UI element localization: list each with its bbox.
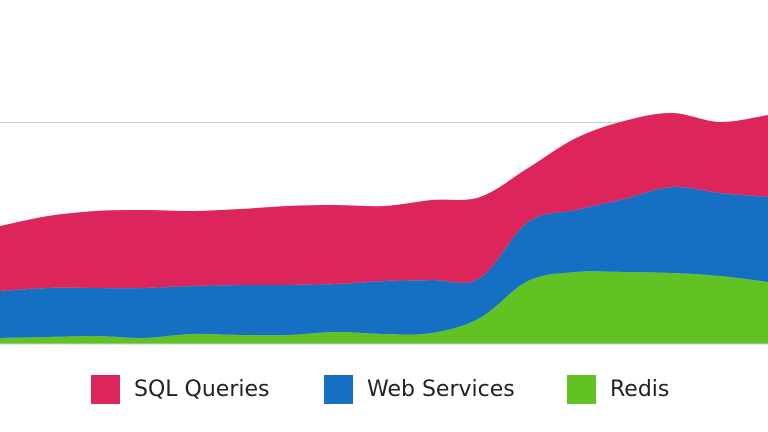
- legend-swatch: [91, 375, 120, 404]
- legend-swatch: [324, 375, 353, 404]
- area: [0, 271, 768, 344]
- legend-swatch: [567, 375, 596, 404]
- legend-label: Redis: [610, 377, 669, 402]
- legend: SQL Queries Web Services Redis: [91, 375, 669, 404]
- legend-label: SQL Queries: [134, 377, 269, 402]
- area: [0, 112, 768, 291]
- area: [0, 186, 768, 339]
- legend-label: Web Services: [367, 377, 515, 402]
- plot-area: [0, 112, 768, 344]
